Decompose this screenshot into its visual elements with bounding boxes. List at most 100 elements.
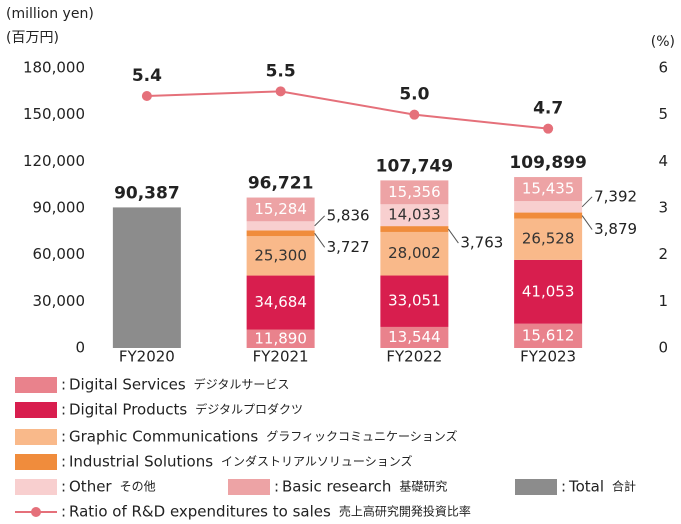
bar-segment <box>514 177 583 202</box>
legend-swatch <box>515 479 557 495</box>
bar-segment <box>514 259 583 324</box>
ratio-label: 5.4 <box>132 66 162 86</box>
legend-label: Industrial Solutions <box>69 453 213 471</box>
data-label: 15,612 <box>522 326 575 344</box>
data-label: 3,763 <box>460 234 503 252</box>
leader-line <box>314 233 326 248</box>
y2-tick-label: 4 <box>658 152 668 170</box>
bar-segment <box>246 230 315 237</box>
legend-separator: : <box>561 478 566 496</box>
data-label: 28,002 <box>388 244 441 262</box>
legend-label: Basic research <box>282 478 391 496</box>
bar-segment <box>246 329 315 348</box>
total-bar <box>112 207 181 348</box>
ratio-label: 5.0 <box>399 85 429 105</box>
y-tick-label: 150,000 <box>23 105 85 123</box>
legend-separator: : <box>61 401 66 419</box>
x-tick-label: FY2020 <box>119 348 175 366</box>
legend-label-ja: デジタルプロダクツ <box>195 402 303 417</box>
legend-label-ja: 合計 <box>612 479 636 494</box>
data-label: 15,284 <box>254 200 307 218</box>
y2-tick-label: 2 <box>658 245 668 263</box>
legend-swatch <box>15 429 57 445</box>
leader-line <box>314 215 325 227</box>
data-label: 41,053 <box>522 282 575 300</box>
ratio-point <box>409 109 420 120</box>
data-label: 26,528 <box>522 230 575 248</box>
y2-axis-label: (%) <box>651 34 675 50</box>
legend-separator: : <box>61 376 66 394</box>
bar-segment <box>514 323 583 348</box>
y2-tick-label: 5 <box>658 105 668 123</box>
data-label: 3,879 <box>594 220 637 238</box>
ratio-point <box>141 91 152 101</box>
total-label: 109,899 <box>509 153 586 173</box>
data-label: 11,890 <box>254 329 307 347</box>
y-tick-label: 180,000 <box>23 59 85 77</box>
bar-segment <box>380 231 449 276</box>
data-label: 34,684 <box>254 293 307 311</box>
y-tick-label: 90,000 <box>33 199 86 217</box>
y-axis-label: (million yen) <box>6 6 94 22</box>
leader-line <box>581 215 593 230</box>
bar-segment <box>246 221 315 231</box>
bar-segment <box>246 236 315 276</box>
legend-label: Digital Products <box>69 401 187 419</box>
legend-label: Ratio of R&D expenditures to sales <box>69 503 331 521</box>
x-tick-label: FY2023 <box>520 348 576 366</box>
bar-segment <box>246 197 315 222</box>
legend-separator: : <box>61 478 66 496</box>
y-axis-label-ja: (百万円) <box>6 30 59 46</box>
y-tick-label: 60,000 <box>33 245 86 263</box>
bar-segment <box>514 201 583 213</box>
legend-separator: : <box>61 428 66 446</box>
legend-label-ja: インダストリアルソリューションズ <box>221 454 412 469</box>
legend-swatch <box>15 377 57 393</box>
bar-segment <box>380 226 449 232</box>
y-tick-label: 0 <box>75 339 85 357</box>
legend-label-ja: グラフィックコミュニケーションズ <box>266 429 457 444</box>
ratio-line <box>146 90 549 130</box>
legend-swatch <box>228 479 270 495</box>
y2-tick-label: 6 <box>658 59 668 77</box>
bar-segment <box>514 212 583 219</box>
legend-separator: : <box>61 453 66 471</box>
legend-label: Digital Services <box>69 376 186 394</box>
data-label: 15,356 <box>388 183 441 201</box>
y2-tick-label: 1 <box>658 292 668 310</box>
y2-tick-label: 3 <box>658 199 668 217</box>
legend-point <box>31 507 41 517</box>
bar-segment <box>380 326 449 348</box>
legend-swatch <box>15 479 57 495</box>
total-label: 107,749 <box>376 156 453 176</box>
bar-segment <box>380 204 449 227</box>
legend-label: Other <box>69 478 112 496</box>
legend-label: Graphic Communications <box>69 428 258 446</box>
legend-separator: : <box>61 503 66 521</box>
y-tick-label: 30,000 <box>33 292 86 310</box>
legend-separator: : <box>274 478 279 496</box>
data-label: 14,033 <box>388 206 441 224</box>
bar-segment <box>380 180 449 205</box>
data-label: 25,300 <box>254 246 307 264</box>
y2-tick-label: 0 <box>658 339 668 357</box>
data-label: 15,435 <box>522 180 575 198</box>
ratio-point <box>543 123 554 134</box>
data-label: 7,392 <box>594 187 637 205</box>
legend-swatch <box>15 454 57 470</box>
y-tick-label: 120,000 <box>23 152 85 170</box>
data-label: 5,836 <box>327 206 370 224</box>
total-label: 90,387 <box>114 183 180 203</box>
data-label: 3,727 <box>327 238 370 256</box>
legend-label: Total <box>568 478 604 496</box>
leader-line <box>447 228 459 244</box>
ratio-label: 4.7 <box>533 99 563 119</box>
ratio-point <box>275 86 286 97</box>
leader-line <box>581 196 593 208</box>
legend-label-ja: 基礎研究 <box>399 479 447 494</box>
data-label: 33,051 <box>388 292 441 310</box>
legend-label-ja: デジタルサービス <box>194 377 290 392</box>
bar-segment <box>514 218 583 260</box>
legend-label-ja: 売上高研究開発投資比率 <box>339 504 471 519</box>
